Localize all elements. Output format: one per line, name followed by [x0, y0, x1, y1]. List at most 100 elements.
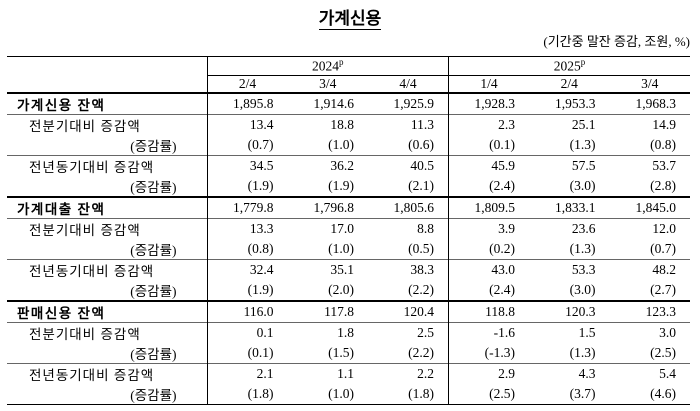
title-text: 가계신용: [318, 9, 382, 30]
cell: 12.0: [609, 218, 690, 239]
row-label: (증감률): [7, 280, 208, 301]
cell: (1.9): [247, 282, 274, 297]
data-row: (증감률) (1.9) (1.9) (2.1) (2.4) (3.0) (2.8): [7, 176, 690, 197]
cell: 1,833.1: [529, 196, 610, 219]
cell: (1.5): [328, 345, 354, 360]
cell: 11.3: [368, 114, 449, 135]
cell: 17.0: [287, 218, 368, 239]
cell: (2.4): [448, 176, 529, 197]
cell: 118.8: [448, 300, 529, 323]
cell: (0.5): [408, 241, 434, 256]
row-label: (증감률): [7, 135, 208, 156]
table-body: 2024p 2025p 2/4 3/4 4/4 1/4 2/4 3/4 가계신용 잔액 1,895…: [7, 56, 690, 405]
cell: (0.1): [247, 345, 274, 360]
data-row: 전분기대비 증감액 13.3 17.0 8.8 3.9 23.6 12.0: [7, 218, 690, 239]
cell: (2.1): [408, 178, 434, 193]
row-label: 가계대출 잔액: [7, 196, 208, 219]
cell: (1.9): [328, 178, 354, 193]
cell: (1.0): [328, 241, 354, 256]
year-header: 2025p: [448, 56, 690, 76]
data-row: (증감률) (1.8) (1.0) (1.8) (2.5) (3.7) (4.6): [7, 384, 690, 405]
cell: 120.4: [368, 300, 449, 323]
cell: (2.4): [448, 280, 529, 301]
cell: 2.5: [368, 322, 449, 343]
data-row: 판매신용 잔액 116.0 117.8 120.4 118.8 120.3 123.3: [7, 300, 690, 323]
quarter: 4/4: [368, 75, 449, 94]
cell: (2.5): [650, 345, 676, 360]
corner: [7, 56, 208, 94]
data-row: (증감률) (0.1) (1.5) (2.2) (-1.3) (1.3) (2.5): [7, 343, 690, 364]
data-row: 전년동기대비 증감액 32.4 35.1 38.3 43.0 53.3 48.2: [7, 259, 690, 280]
data-row: 가계대출 잔액 1,779.8 1,796.8 1,805.6 1,809.5 1,833…: [7, 196, 690, 219]
header-row: 2024p 2025p: [7, 56, 690, 94]
cell: 13.3: [207, 218, 288, 239]
cell: (0.7): [650, 241, 676, 256]
cell: 1,805.6: [368, 196, 449, 219]
cell: -1.6: [448, 322, 529, 343]
cell: (2.5): [448, 384, 529, 405]
year-mark: p: [580, 57, 586, 67]
data-row: (증감률) (0.7) (1.0) (0.6) (0.1) (1.3) (0.8): [7, 135, 690, 156]
cell: 123.3: [609, 300, 690, 323]
cell: (0.1): [448, 135, 529, 156]
cell: 2.9: [448, 363, 529, 384]
cell: (1.8): [247, 386, 274, 401]
cell: (1.0): [328, 386, 354, 401]
cell: 36.2: [287, 155, 368, 176]
cell: 3.0: [609, 322, 690, 343]
cell: (1.8): [408, 386, 434, 401]
row-label: (증감률): [7, 176, 208, 197]
cell: 1.1: [287, 363, 368, 384]
cell: (3.7): [569, 386, 596, 401]
cell: 38.3: [368, 259, 449, 280]
cell: 1,953.3: [529, 92, 610, 115]
cell: 120.3: [529, 300, 610, 323]
unit-note: (기간중 말잔 증감, 조원, %): [543, 34, 690, 49]
cell: 48.2: [609, 259, 690, 280]
cell: (1.9): [247, 178, 274, 193]
cell: 1,925.9: [368, 92, 449, 115]
row-label: (증감률): [7, 343, 208, 364]
cell: 57.5: [529, 155, 610, 176]
row-label: 전년동기대비 증감액: [7, 155, 208, 176]
data-row: (증감률) (0.8) (1.0) (0.5) (0.2) (1.3) (0.7): [7, 239, 690, 260]
year: 2025: [553, 58, 581, 74]
cell: 34.5: [207, 155, 288, 176]
cell: 18.8: [287, 114, 368, 135]
cell: 116.0: [207, 300, 288, 323]
row-label: (증감률): [7, 239, 208, 260]
year-header: 2024p: [207, 56, 449, 76]
cell: 1,895.8: [207, 92, 288, 115]
cell: 14.9: [609, 114, 690, 135]
cell: 0.1: [207, 322, 288, 343]
row-label: 전분기대비 증감액: [7, 218, 208, 239]
data-row: 전년동기대비 증감액 2.1 1.1 2.2 2.9 4.3 5.4: [7, 363, 690, 384]
row-label: 판매신용 잔액: [7, 300, 208, 323]
cell: 35.1: [287, 259, 368, 280]
cell: 25.1: [529, 114, 610, 135]
cell: (0.7): [247, 137, 274, 152]
cell: (1.0): [328, 137, 354, 152]
year-mark: p: [339, 57, 344, 67]
cell: 23.6: [529, 218, 610, 239]
data-row: 전분기대비 증감액 13.4 18.8 11.3 2.3 25.1 14.9: [7, 114, 690, 135]
row-label: 전년동기대비 증감액: [7, 363, 208, 384]
cell: (2.2): [408, 345, 434, 360]
cell: 32.4: [207, 259, 288, 280]
row-label: 전년동기대비 증감액: [7, 259, 208, 280]
cell: 2.1: [207, 363, 288, 384]
year: 2024: [312, 58, 339, 74]
row-label: 전분기대비 증감액: [7, 322, 208, 343]
cell: (0.6): [408, 137, 434, 152]
row-label: 가계신용 잔액: [7, 92, 208, 115]
cell: 1,779.8: [207, 196, 288, 219]
cell: 1,796.8: [287, 196, 368, 219]
quarter: 1/4: [448, 75, 529, 94]
credit-table: 2024p 2025p 2/4 3/4 4/4 1/4 2/4 3/4 가계신용 잔액 1,895…: [7, 56, 690, 405]
cell: 13.4: [207, 114, 288, 135]
data-row: 전년동기대비 증감액 34.5 36.2 40.5 45.9 57.5 53.7: [7, 155, 690, 176]
cell: (2.2): [408, 282, 434, 297]
cell: (3.0): [569, 178, 596, 193]
cell: 1,968.3: [609, 92, 690, 115]
